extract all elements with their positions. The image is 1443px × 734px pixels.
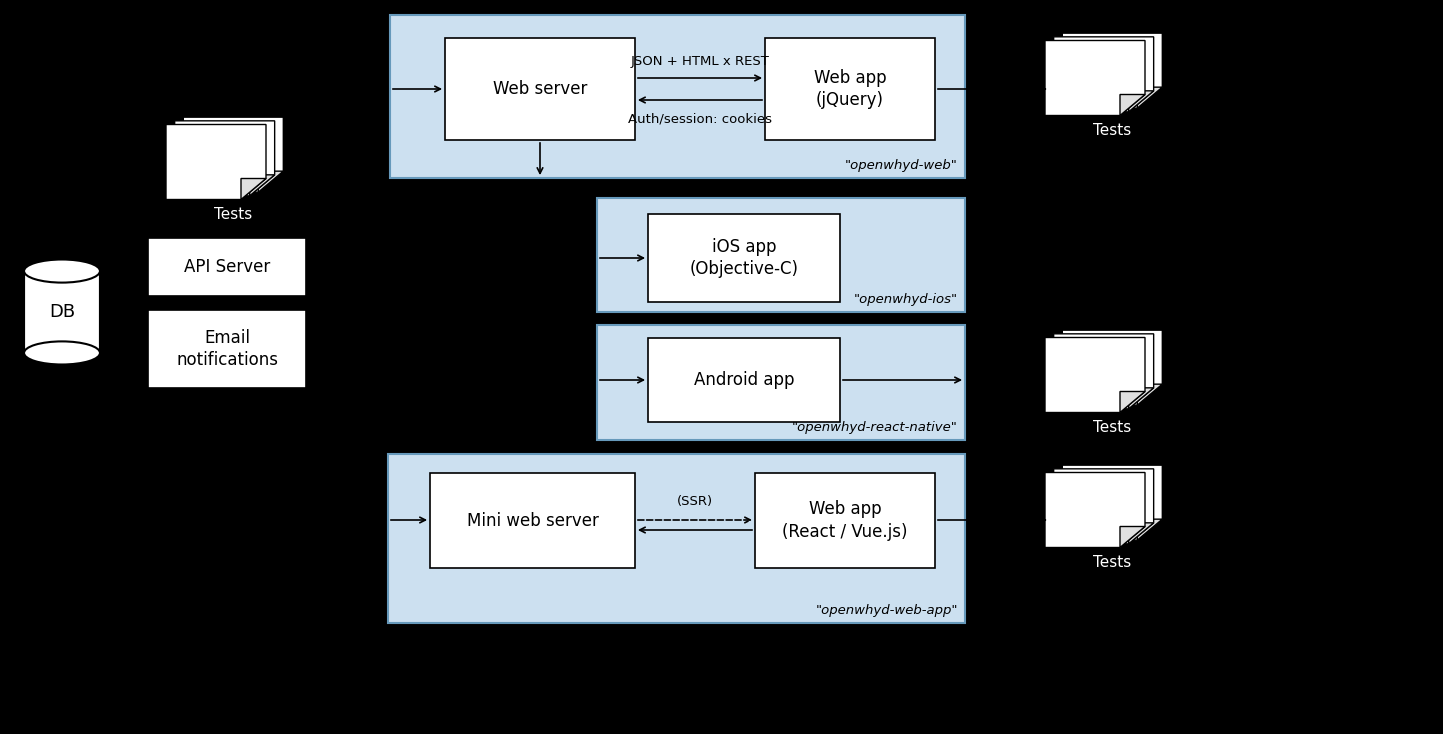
Polygon shape (1062, 465, 1162, 540)
Text: API Server: API Server (183, 258, 270, 276)
Text: DB: DB (49, 303, 75, 321)
Text: "openwhyd-web": "openwhyd-web" (846, 159, 958, 172)
Polygon shape (1128, 523, 1153, 544)
Polygon shape (166, 125, 266, 200)
Text: Tests: Tests (214, 207, 253, 222)
FancyBboxPatch shape (149, 310, 306, 388)
Ellipse shape (25, 260, 100, 283)
FancyBboxPatch shape (648, 338, 840, 422)
Polygon shape (1137, 519, 1162, 540)
Text: Tests: Tests (1094, 555, 1131, 570)
Polygon shape (1045, 40, 1144, 115)
FancyBboxPatch shape (25, 271, 100, 353)
Text: "openwhyd-react-native": "openwhyd-react-native" (792, 421, 958, 434)
Text: Auth/session: cookies: Auth/session: cookies (628, 112, 772, 125)
Polygon shape (1137, 384, 1162, 405)
FancyBboxPatch shape (597, 325, 965, 440)
FancyBboxPatch shape (755, 473, 935, 568)
Text: Email
notifications: Email notifications (176, 329, 278, 369)
Text: Web server: Web server (494, 80, 587, 98)
Polygon shape (1045, 473, 1144, 548)
FancyBboxPatch shape (597, 198, 965, 312)
Polygon shape (258, 171, 283, 192)
FancyBboxPatch shape (390, 15, 965, 178)
Text: Web app
(jQuery): Web app (jQuery) (814, 69, 886, 109)
Polygon shape (1053, 469, 1153, 544)
Text: JSON + HTML x REST: JSON + HTML x REST (631, 55, 769, 68)
Polygon shape (1128, 388, 1153, 409)
FancyBboxPatch shape (25, 271, 100, 353)
Text: "openwhyd-ios": "openwhyd-ios" (854, 293, 958, 306)
Polygon shape (175, 121, 274, 196)
Polygon shape (1128, 91, 1153, 112)
Polygon shape (1053, 334, 1153, 409)
Text: iOS app
(Objective-C): iOS app (Objective-C) (690, 238, 798, 278)
Text: Tests: Tests (1094, 420, 1131, 435)
Polygon shape (250, 175, 274, 196)
Text: Android app: Android app (694, 371, 794, 389)
Polygon shape (1045, 338, 1144, 413)
Text: Tests: Tests (1094, 123, 1131, 138)
Text: Web app
(React / Vue.js): Web app (React / Vue.js) (782, 501, 908, 541)
FancyBboxPatch shape (430, 473, 635, 568)
Polygon shape (183, 117, 283, 192)
Polygon shape (1053, 37, 1153, 112)
FancyBboxPatch shape (444, 38, 635, 140)
FancyBboxPatch shape (149, 238, 306, 296)
Polygon shape (1120, 526, 1144, 548)
Polygon shape (1120, 391, 1144, 413)
Polygon shape (1137, 87, 1162, 108)
Polygon shape (1062, 330, 1162, 405)
Polygon shape (1062, 33, 1162, 108)
Polygon shape (241, 178, 266, 200)
FancyBboxPatch shape (648, 214, 840, 302)
FancyBboxPatch shape (388, 454, 965, 623)
Text: (SSR): (SSR) (677, 495, 713, 508)
FancyBboxPatch shape (765, 38, 935, 140)
Text: "openwhyd-web-app": "openwhyd-web-app" (815, 604, 958, 617)
Ellipse shape (25, 341, 100, 365)
Polygon shape (1120, 95, 1144, 115)
Text: Mini web server: Mini web server (466, 512, 599, 529)
